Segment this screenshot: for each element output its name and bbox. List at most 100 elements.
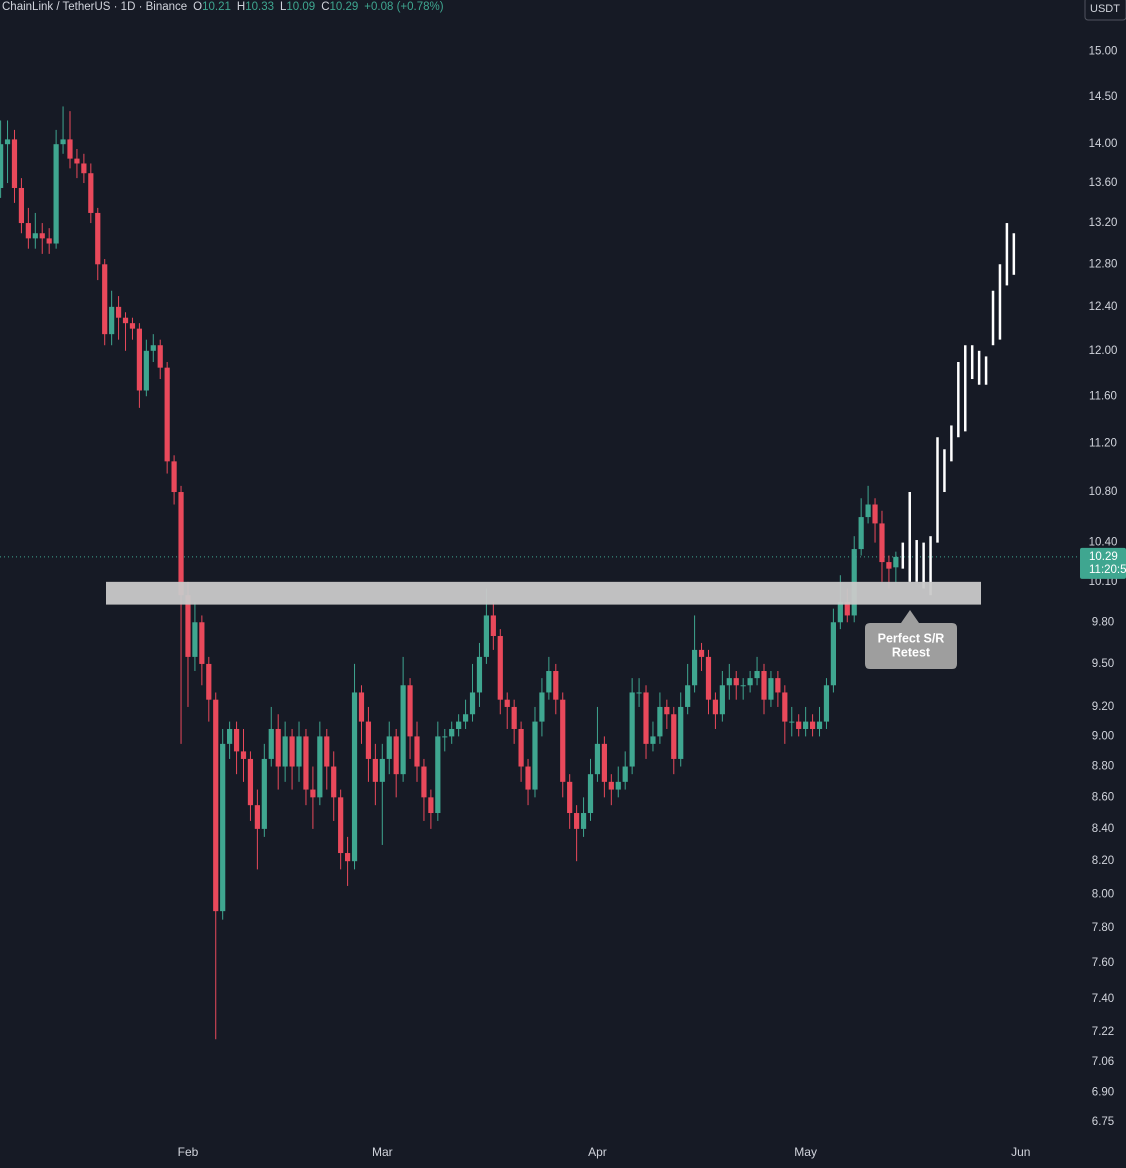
candle-body <box>358 692 365 722</box>
candle-body <box>518 728 524 767</box>
y-tick-label: 7.06 <box>1092 1056 1114 1068</box>
candle-body <box>414 736 420 767</box>
candle-body <box>893 556 899 568</box>
candle-body <box>39 233 45 239</box>
candle-body <box>830 622 836 686</box>
candle-body <box>296 736 302 767</box>
candle-body <box>601 743 607 782</box>
candle-body <box>435 736 441 814</box>
y-tick-label: 11.60 <box>1089 390 1117 402</box>
y-tick-label: 12.80 <box>1089 258 1118 270</box>
candle-body <box>247 758 254 806</box>
candle-body <box>636 692 642 694</box>
y-tick-label: 14.50 <box>1089 91 1118 103</box>
candle-body <box>483 615 489 657</box>
candle-body <box>671 714 677 759</box>
candle-body <box>88 173 94 213</box>
candle-body <box>442 736 448 738</box>
candle-body <box>386 736 392 759</box>
candle-body <box>220 743 226 912</box>
candle-body <box>594 743 601 775</box>
candle-body <box>809 721 816 729</box>
candle-body <box>421 766 427 798</box>
y-tick-label: 15.00 <box>1089 46 1118 58</box>
x-tick-label: May <box>794 1145 817 1159</box>
callout-text: Retest <box>892 645 931 659</box>
candle-body <box>233 728 240 752</box>
y-tick-label: 6.90 <box>1092 1087 1114 1099</box>
y-tick-label: 9.20 <box>1092 701 1114 713</box>
legend-label: C <box>321 1 330 13</box>
candle-body <box>345 853 351 862</box>
candle-body <box>289 736 295 767</box>
y-tick-label: 10.80 <box>1089 486 1118 498</box>
candle-body <box>18 187 25 224</box>
sr-zone <box>106 581 981 605</box>
candle-body <box>171 461 177 493</box>
y-tick-label: 9.50 <box>1092 658 1114 670</box>
candle-body <box>428 797 434 814</box>
candle-body <box>192 622 198 657</box>
candle-body <box>608 781 614 790</box>
y-tick-label: 8.00 <box>1092 888 1114 900</box>
candle-body <box>122 317 129 324</box>
candle-body <box>705 656 712 700</box>
candle-body <box>560 699 566 782</box>
candle-body <box>11 139 18 188</box>
candle-body <box>490 615 496 637</box>
candle-body <box>685 685 691 707</box>
y-tick-label: 13.20 <box>1089 217 1118 229</box>
y-tick-label: 9.00 <box>1092 730 1114 742</box>
candle-body <box>4 139 11 145</box>
y-tick-label: 12.00 <box>1089 345 1118 357</box>
change: +0.08 (+0.78%) <box>364 1 444 13</box>
callout-text: Perfect S/R <box>878 631 945 645</box>
chart-header: ChainLink / TetherUS · 1D · Binance O10.2… <box>2 1 444 13</box>
candle-body <box>803 721 809 729</box>
candle-body <box>393 736 399 775</box>
callout <box>865 610 957 669</box>
candle-body <box>768 678 774 700</box>
countdown: 11:20:5 <box>1089 564 1126 576</box>
candle-body <box>449 728 455 737</box>
candle-body <box>462 714 469 722</box>
candle-body <box>95 212 101 265</box>
candle-body <box>587 774 594 814</box>
x-tick-label: Apr <box>588 1145 607 1159</box>
candle-body <box>733 678 739 686</box>
candle-body <box>74 158 80 164</box>
candle-body <box>400 685 406 775</box>
y-tick-label: 8.20 <box>1092 855 1114 867</box>
candle-body <box>719 685 725 715</box>
candle-body <box>580 813 587 829</box>
legend-value: 10.21 <box>202 1 231 13</box>
candle-body <box>761 671 767 700</box>
candle-body <box>497 636 503 700</box>
candle-body <box>456 721 462 729</box>
candle-body <box>199 622 205 664</box>
legend-value: 10.09 <box>286 1 316 13</box>
y-tick-label: 7.40 <box>1092 993 1114 1005</box>
candle-body <box>261 758 267 829</box>
candle-body <box>629 692 635 767</box>
y-tick-label: 6.75 <box>1092 1116 1114 1128</box>
x-tick-label: Jun <box>1011 1145 1030 1159</box>
candle-body <box>574 813 580 829</box>
candle-body <box>25 223 31 239</box>
candle-body <box>317 736 323 798</box>
candle-body <box>254 805 260 829</box>
candle-body <box>775 678 781 693</box>
y-tick-label: 13.60 <box>1089 177 1118 189</box>
candle-body <box>60 139 66 145</box>
candle-body <box>268 728 274 759</box>
candle-body <box>553 671 559 700</box>
price-label: 10.29 <box>1089 551 1118 563</box>
candle-body <box>622 766 628 782</box>
symbol: ChainLink / TetherUS · 1D · Binance <box>2 1 188 13</box>
legend-value: 10.29 <box>329 1 359 13</box>
candle-body <box>712 699 719 715</box>
candle-body <box>115 306 122 318</box>
candle-body <box>331 766 337 798</box>
candle-body <box>886 562 892 569</box>
